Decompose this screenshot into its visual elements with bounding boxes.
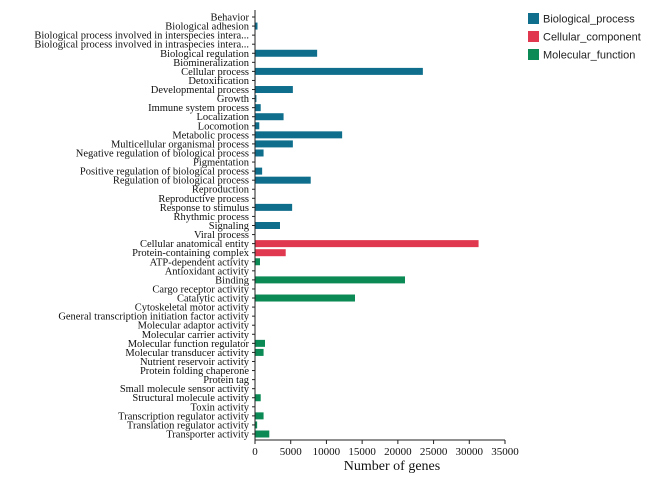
category-label: Cytoskeletal motor activity — [135, 303, 250, 314]
category-label: Protein tag — [203, 375, 250, 386]
category-label: Positive regulation of biological proces… — [80, 167, 249, 178]
bar-protein-containing-complex — [255, 249, 286, 257]
x-axis: 0 5000 10000 15000 20000 25000 30000 35000 — [252, 10, 519, 458]
category-label: Negative regulation of biological proces… — [76, 148, 249, 159]
category-label: Behavior — [211, 13, 250, 24]
bar-developmental-process — [255, 86, 293, 94]
category-label: Cellular process — [181, 67, 249, 78]
bar-structural-molecule-activity — [255, 394, 261, 402]
legend-swatch — [528, 49, 539, 60]
category-label: Developmental process — [151, 85, 249, 96]
x-tick-label: 10000 — [313, 446, 341, 458]
category-label: Biological process involved in intraspec… — [34, 40, 249, 51]
category-label: Molecular function regulator — [128, 339, 250, 350]
category-label: Detoxification — [188, 76, 249, 87]
bar-localization — [255, 113, 284, 121]
category-label: Immune system process — [148, 103, 249, 114]
bar-molecular-transducer-activity — [255, 348, 264, 356]
category-label: Antioxidant activity — [165, 266, 250, 277]
bar-transporter-activity — [255, 430, 270, 438]
legend: Biological_process Cellular_component Mole… — [528, 13, 641, 62]
category-label: General transcription initiation factor … — [58, 312, 249, 323]
category-label: Growth — [217, 94, 250, 105]
bar-locomotion — [255, 122, 260, 130]
legend-swatch — [528, 31, 539, 42]
bar-binding — [255, 276, 405, 284]
category-label: Biomineralization — [173, 58, 250, 69]
category-label: Biological process involved in interspec… — [34, 31, 249, 42]
category-label: Response to stimulus — [160, 203, 249, 214]
category-label: Signaling — [209, 221, 250, 232]
bar-growth — [255, 95, 257, 103]
x-tick-label: 25000 — [420, 446, 448, 458]
category-label: Translation regulator activity — [127, 420, 250, 431]
legend-label: Molecular_function — [543, 50, 635, 62]
category-label: Regulation of biological process — [113, 176, 249, 187]
category-label: Binding — [215, 275, 250, 286]
x-tick-label: 30000 — [456, 446, 484, 458]
bar-metabolic-process — [255, 131, 343, 139]
bar-signaling — [255, 222, 280, 229]
bars-layer — [255, 13, 479, 438]
bar-biological-adhesion — [255, 22, 258, 30]
category-label: Structural molecule activity — [132, 393, 249, 404]
x-tick-label: 20000 — [384, 446, 412, 458]
category-label: Biological adhesion — [165, 22, 249, 33]
bar-atp-dependent-activity — [255, 258, 260, 266]
category-label: Toxin activity — [191, 402, 250, 413]
bar-catalytic-activity — [255, 294, 355, 302]
bar-cellular-process — [255, 67, 423, 75]
category-label: Nutrient reservoir activity — [140, 357, 250, 368]
category-label: Pigmentation — [193, 158, 250, 169]
category-label: Locomotion — [198, 121, 250, 132]
category-label: Metabolic process — [172, 130, 249, 141]
category-label: Molecular adaptor activity — [138, 321, 250, 332]
category-label: ATP-dependent activity — [150, 257, 250, 268]
category-label: Protein-containing complex — [132, 248, 250, 259]
category-label: Catalytic activity — [177, 294, 250, 305]
bar-negative-regulation-of-biological-process — [255, 149, 264, 157]
category-label: Reproduction — [192, 185, 250, 196]
bar-regulation-of-biological-process — [255, 176, 311, 184]
bar-transcription-regulator-activity — [255, 412, 264, 420]
bar-molecular-function-regulator — [255, 339, 265, 347]
category-label: Viral process — [194, 230, 249, 241]
category-label: Small molecule sensor activity — [120, 384, 250, 395]
category-label: Transcription regulator activity — [118, 411, 250, 422]
bar-translation-regulator-activity — [255, 421, 258, 429]
bar-multicellular-organismal-process — [255, 140, 293, 148]
category-label: Molecular transducer activity — [125, 348, 249, 359]
category-label: Transporter activity — [166, 430, 249, 441]
x-tick-label: 0 — [252, 446, 258, 458]
x-tick-label: 15000 — [348, 446, 376, 458]
category-label: Protein folding chaperone — [140, 366, 249, 377]
category-label: Molecular carrier activity — [142, 330, 250, 341]
bar-immune-system-process — [255, 104, 261, 112]
category-label: Multicellular organismal process — [111, 139, 249, 150]
bar-response-to-stimulus — [255, 203, 293, 211]
legend-label: Cellular_component — [543, 32, 641, 44]
category-label: Rhythmic process — [173, 212, 249, 223]
x-axis-title: Number of genes — [344, 459, 440, 474]
category-label: Reproductive process — [158, 194, 249, 205]
x-tick-label: 5000 — [280, 446, 303, 458]
category-label: Cellular anatomical entity — [140, 239, 250, 250]
bar-biological-regulation — [255, 49, 318, 57]
bar-cellular-anatomical-entity — [255, 240, 479, 248]
legend-swatch — [528, 13, 539, 24]
category-label: Cargo receptor activity — [152, 284, 249, 295]
legend-label: Biological_process — [543, 14, 635, 26]
x-tick-label: 35000 — [491, 446, 519, 458]
category-label: Biological regulation — [160, 49, 250, 60]
category-label: Localization — [197, 112, 250, 123]
bar-positive-regulation-of-biological-process — [255, 167, 263, 175]
